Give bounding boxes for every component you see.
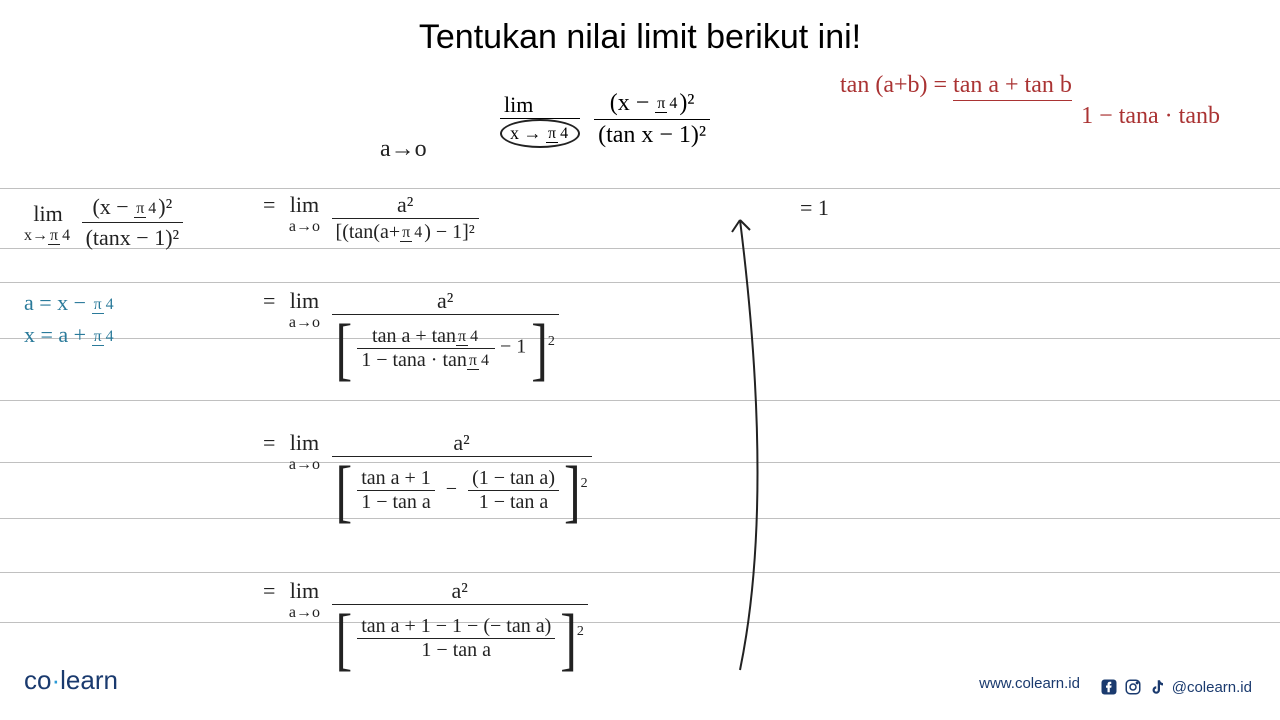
problem-numerator: (x − π4)²: [594, 88, 710, 120]
website-url: www.colearn.id: [979, 675, 1080, 692]
ruled-paper-lines: [0, 188, 1280, 688]
social-handles: @colearn.id: [1100, 678, 1252, 696]
tiktok-icon: [1148, 678, 1166, 696]
step-2: = lim a→o a² [ tan a + tanπ4 1 − tana · …: [255, 288, 559, 381]
instagram-icon: [1124, 678, 1142, 696]
tan-identity: tan (a+b) = tan a + tan b 1 − tana · tan…: [840, 72, 1240, 130]
facebook-icon: [1100, 678, 1118, 696]
step-1: = lim a→o a² [(tan(a+π4) − 1]²: [255, 192, 479, 246]
annotation-a-to-0: a→o: [380, 136, 427, 163]
result-equals-one: = 1: [800, 195, 829, 221]
page-title: Tentukan nilai limit berikut ini!: [419, 18, 861, 57]
problem-denominator: (tan x − 1)²: [594, 120, 710, 151]
colearn-logo: co·learn: [24, 665, 118, 696]
step-3: = lim a→o a² [ tan a + 1 1 − tan a − (1 …: [255, 430, 592, 523]
step-4: = lim a→o a² [ tan a + 1 − 1 − (− tan a)…: [255, 578, 588, 671]
limit-problem: lim x → π4 (x − π4)² (tan x − 1)²: [500, 88, 710, 151]
lim-subscript-circled: x → π4: [500, 119, 580, 148]
lim-label: lim: [500, 92, 580, 119]
work-original-limit: lim x→π4 (x − π4)² (tanx − 1)²: [24, 192, 183, 253]
social-handle-text: @colearn.id: [1172, 679, 1252, 696]
substitution-block: a = x − π4 x = a + π4: [24, 290, 116, 354]
